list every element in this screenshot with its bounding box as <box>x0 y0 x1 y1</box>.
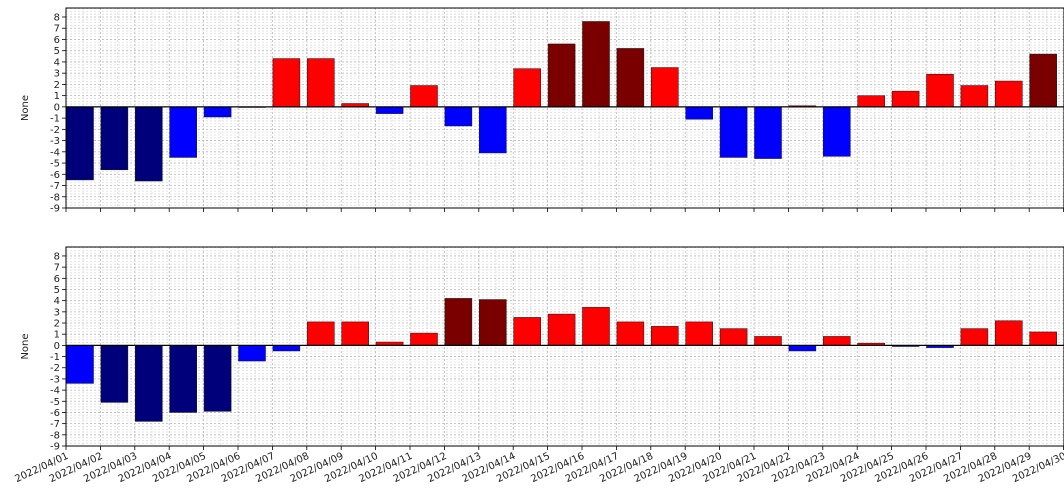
y-tick-label: -7 <box>50 419 60 430</box>
y-tick-label: -4 <box>50 147 60 158</box>
y-tick-label: -6 <box>50 170 60 181</box>
bar <box>307 321 335 346</box>
y-axis-label: None <box>20 333 31 359</box>
y-tick-label: 0 <box>54 341 60 352</box>
bar <box>479 299 507 346</box>
y-tick-label: -8 <box>50 192 60 203</box>
y-tick-label: -6 <box>50 408 60 419</box>
bar <box>410 332 438 346</box>
bar <box>513 317 541 346</box>
bar <box>444 106 473 127</box>
bar <box>651 326 679 346</box>
y-tick-label: 4 <box>54 57 60 68</box>
bar <box>1029 331 1057 346</box>
bar <box>960 328 989 346</box>
bar <box>203 345 232 412</box>
y-tick-label: -3 <box>50 136 60 147</box>
bar <box>754 106 782 159</box>
bar <box>857 95 885 108</box>
bar <box>238 345 266 362</box>
bar <box>444 298 473 346</box>
bar <box>410 85 438 108</box>
bar <box>616 321 645 346</box>
bar <box>685 321 713 346</box>
bar <box>169 106 197 158</box>
bar <box>513 68 541 108</box>
bar <box>582 307 610 346</box>
y-tick-label: -8 <box>50 430 60 441</box>
bar <box>995 80 1023 108</box>
bar <box>100 106 129 171</box>
y-tick-label: 3 <box>54 69 60 80</box>
bar <box>375 106 404 114</box>
axes-frame <box>65 246 1064 447</box>
y-tick-label: -9 <box>50 204 60 215</box>
bar <box>719 328 748 346</box>
bar <box>926 74 954 108</box>
bar <box>823 336 851 346</box>
bar <box>341 321 369 346</box>
y-tick-label: -5 <box>50 397 60 408</box>
bar <box>135 345 163 422</box>
y-axis-label: None <box>20 95 31 121</box>
bar <box>479 106 507 154</box>
y-tick-label: 3 <box>54 307 60 318</box>
bar <box>547 313 576 346</box>
y-tick-label: 5 <box>54 285 60 296</box>
bar <box>719 106 748 158</box>
y-tick-label: -4 <box>50 386 60 397</box>
y-tick-label: 6 <box>54 274 60 285</box>
bar <box>307 58 335 108</box>
bar <box>1029 53 1057 108</box>
y-tick-label: -3 <box>50 374 60 385</box>
y-tick-label: 1 <box>54 91 60 102</box>
y-tick-label: -2 <box>50 363 60 374</box>
bar <box>685 106 713 120</box>
bar <box>995 320 1023 346</box>
bar <box>754 336 782 346</box>
bar <box>582 21 610 108</box>
bar <box>66 345 94 384</box>
bar <box>616 48 645 108</box>
subplot-2: 876543210-1-2-3-4-5-6-7-8-9None2022/04/0… <box>13 246 1064 485</box>
bar <box>66 106 94 181</box>
y-tick-label: -9 <box>50 442 60 453</box>
y-tick-label: 7 <box>54 263 60 274</box>
y-tick-label: 0 <box>54 102 60 113</box>
y-tick-label: 5 <box>54 46 60 57</box>
bar <box>272 58 301 108</box>
y-tick-label: -7 <box>50 181 60 192</box>
bar <box>651 67 679 108</box>
bar <box>823 106 851 157</box>
bar <box>169 345 197 413</box>
bar <box>135 106 163 182</box>
y-tick-label: -1 <box>50 114 60 125</box>
bar <box>203 106 232 118</box>
y-tick-label: 6 <box>54 35 60 46</box>
y-tick-label: 7 <box>54 24 60 35</box>
y-tick-label: 1 <box>54 330 60 341</box>
bar <box>960 85 989 108</box>
y-tick-label: 8 <box>54 251 60 262</box>
bar <box>272 345 301 352</box>
y-tick-label: 4 <box>54 296 60 307</box>
y-tick-label: 2 <box>54 319 60 330</box>
y-tick-label: 2 <box>54 80 60 91</box>
axes-frame <box>65 7 1064 209</box>
bar <box>788 345 817 352</box>
bar <box>547 43 576 108</box>
bar <box>100 345 129 403</box>
y-tick-label: -5 <box>50 159 60 170</box>
y-tick-label: 8 <box>54 12 60 23</box>
bar <box>891 90 920 108</box>
y-tick-label: -1 <box>50 352 60 363</box>
y-tick-label: -2 <box>50 125 60 136</box>
